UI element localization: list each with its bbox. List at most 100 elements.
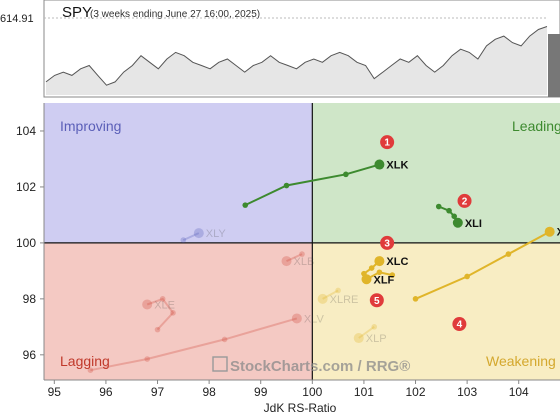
tail-label: XLRE xyxy=(330,294,359,306)
tail-point xyxy=(446,207,452,214)
annotation-badges: 1 2 3 4 5 xyxy=(369,135,472,332)
badge-label: 1 xyxy=(384,138,390,149)
quadrant-lagging xyxy=(44,242,313,380)
y-tick-label: 104 xyxy=(16,124,36,138)
tail-xlb[interactable]: XLB xyxy=(281,251,315,268)
tail-label: XLF xyxy=(374,274,395,286)
badge-label: 2 xyxy=(462,196,468,207)
tail-xlv[interactable]: XLV xyxy=(87,313,325,374)
axes: 95 96 97 98 99 100 101 102 103 104 96 98 100 102 104 xyxy=(16,103,560,399)
tail-head-point xyxy=(193,228,204,239)
quadrant-label-weakening: Weakening xyxy=(486,353,556,369)
annotation-badge: 1 xyxy=(380,135,395,150)
badge-label: 3 xyxy=(384,238,390,249)
tail-point xyxy=(299,251,305,257)
tail-label: XLE xyxy=(154,299,175,311)
y-tick-label: 96 xyxy=(23,348,37,362)
tail-head-point xyxy=(374,256,385,267)
tail-xlk[interactable]: XLK xyxy=(242,159,408,208)
x-tick-label: 104 xyxy=(509,385,529,399)
last-price-label: 614.91 xyxy=(0,13,34,25)
tail-point xyxy=(505,251,512,257)
tail-label: XLI xyxy=(465,218,482,230)
x-tick-label: 96 xyxy=(99,385,113,399)
watermark: StockCharts.com / RRG® xyxy=(212,356,410,375)
x-tick-label: 103 xyxy=(457,385,477,399)
tail-label: XLU xyxy=(557,227,560,239)
tail-point xyxy=(376,269,383,276)
tail-xly[interactable]: XLY xyxy=(180,228,227,243)
badge-circle xyxy=(452,317,467,332)
tail-point xyxy=(464,273,470,280)
tail-line xyxy=(182,232,200,242)
tail-label: XLV xyxy=(304,313,325,325)
x-tick-label: 95 xyxy=(48,385,62,399)
badge-label: 5 xyxy=(374,296,380,307)
tail-point xyxy=(412,296,419,302)
annotation-badge: 5 xyxy=(369,293,384,308)
tail-head-point xyxy=(291,313,302,324)
tail-xlp[interactable]: XLP xyxy=(353,324,387,345)
quadrant-improving xyxy=(44,103,313,243)
tail-point xyxy=(389,272,396,278)
tail-head-point xyxy=(452,217,463,228)
tail-xli[interactable]: XLI xyxy=(435,203,482,230)
tail-xlre[interactable]: XLRE xyxy=(317,287,359,306)
tail-point xyxy=(368,265,375,271)
x-tick-label: 99 xyxy=(254,385,268,399)
tail-xle[interactable]: XLE xyxy=(142,296,176,333)
price-line xyxy=(45,26,548,86)
watermark-label: StockCharts.com / RRG® xyxy=(230,358,410,375)
symbol-label: SPY xyxy=(62,4,92,21)
tail-line xyxy=(286,253,303,263)
annotation-badge: 4 xyxy=(452,317,467,332)
tail-xlu[interactable]: XLU xyxy=(412,226,560,302)
tail-point xyxy=(87,367,94,374)
tail-point xyxy=(283,182,290,189)
price-scroll-handle[interactable] xyxy=(548,34,560,97)
tail-head-point xyxy=(544,226,555,237)
quadrant-label-leading: Leading xyxy=(512,118,560,134)
stockcharts-logo-icon xyxy=(212,356,228,372)
badge-circle xyxy=(369,293,384,308)
y-tick-label: 102 xyxy=(16,180,36,194)
badge-circle xyxy=(380,135,395,150)
quadrants: Improving Leading Lagging Weakening xyxy=(44,103,560,380)
x-tick-label: 100 xyxy=(302,385,322,399)
tail-head-point xyxy=(374,159,385,170)
badge-label: 4 xyxy=(457,320,463,331)
tail-xlc[interactable]: XLC xyxy=(361,256,408,277)
tail-line xyxy=(244,163,380,207)
tail-point xyxy=(451,213,458,220)
tail-head-point xyxy=(142,299,153,310)
x-tick-label: 102 xyxy=(406,385,426,399)
tail-point xyxy=(242,202,249,208)
tail-head-point xyxy=(281,256,292,267)
y-tick-label: 100 xyxy=(16,236,36,250)
x-tick-label: 101 xyxy=(354,385,374,399)
x-tick-label: 97 xyxy=(151,385,165,399)
x-axis-title: JdK RS-Ratio xyxy=(264,401,337,415)
tail-point xyxy=(371,324,378,330)
quadrant-label-lagging: Lagging xyxy=(60,353,110,369)
center-lines xyxy=(44,103,560,380)
annotation-badge: 2 xyxy=(457,193,472,208)
tail-label: XLY xyxy=(206,228,227,240)
tail-label: XLK xyxy=(386,160,408,172)
tail-label: XLC xyxy=(386,256,408,268)
x-tick-label: 98 xyxy=(202,385,216,399)
tail-point xyxy=(170,310,176,316)
tail-point xyxy=(154,326,161,333)
tail-line xyxy=(90,317,298,372)
tail-xlf[interactable]: XLF xyxy=(361,269,396,286)
subtitle-label: (3 weeks ending June 27 16:00, 2025) xyxy=(90,9,260,20)
tail-head-point xyxy=(353,333,364,344)
price-panel: SPY (3 weeks ending June 27 16:00, 2025)… xyxy=(0,0,560,98)
annotation-badge: 3 xyxy=(380,235,395,250)
tail-point xyxy=(180,237,187,243)
tail-point xyxy=(159,296,166,302)
tail-line xyxy=(146,297,175,331)
quadrant-weakening xyxy=(312,242,560,380)
price-area xyxy=(46,26,547,95)
